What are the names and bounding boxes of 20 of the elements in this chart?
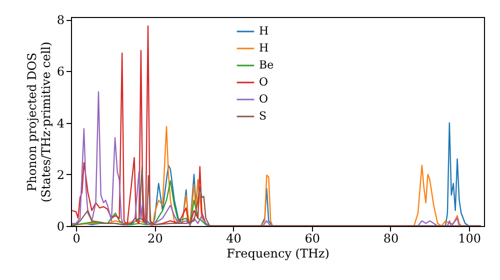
y-tick-label: 6	[56, 64, 64, 79]
line-series	[72, 166, 482, 226]
legend-label: S	[259, 110, 267, 122]
legend-label: H	[259, 24, 269, 38]
y-tick-label: 2	[56, 168, 64, 182]
x-axis-title: Frequency (THz)	[226, 246, 330, 260]
legend-label: O	[259, 92, 268, 106]
x-tick-label: 40	[226, 232, 242, 246]
x-tick-label: 0	[72, 232, 80, 246]
y-tick-label: 4	[56, 116, 65, 130]
legend-label: O	[259, 76, 268, 88]
x-tick-label: 80	[383, 232, 399, 246]
y-tick-label: 8	[56, 13, 64, 28]
y-tick-label: 0	[56, 220, 64, 234]
y-axis-title: Phonon projected DOS (States/THz·primitive cell)	[24, 42, 53, 202]
legend-label: H	[259, 42, 269, 54]
legend-label: Be	[259, 58, 274, 72]
x-tick-label: 20	[148, 232, 163, 246]
x-tick-label: 60	[304, 232, 320, 246]
x-tick-label: 100	[458, 232, 482, 246]
